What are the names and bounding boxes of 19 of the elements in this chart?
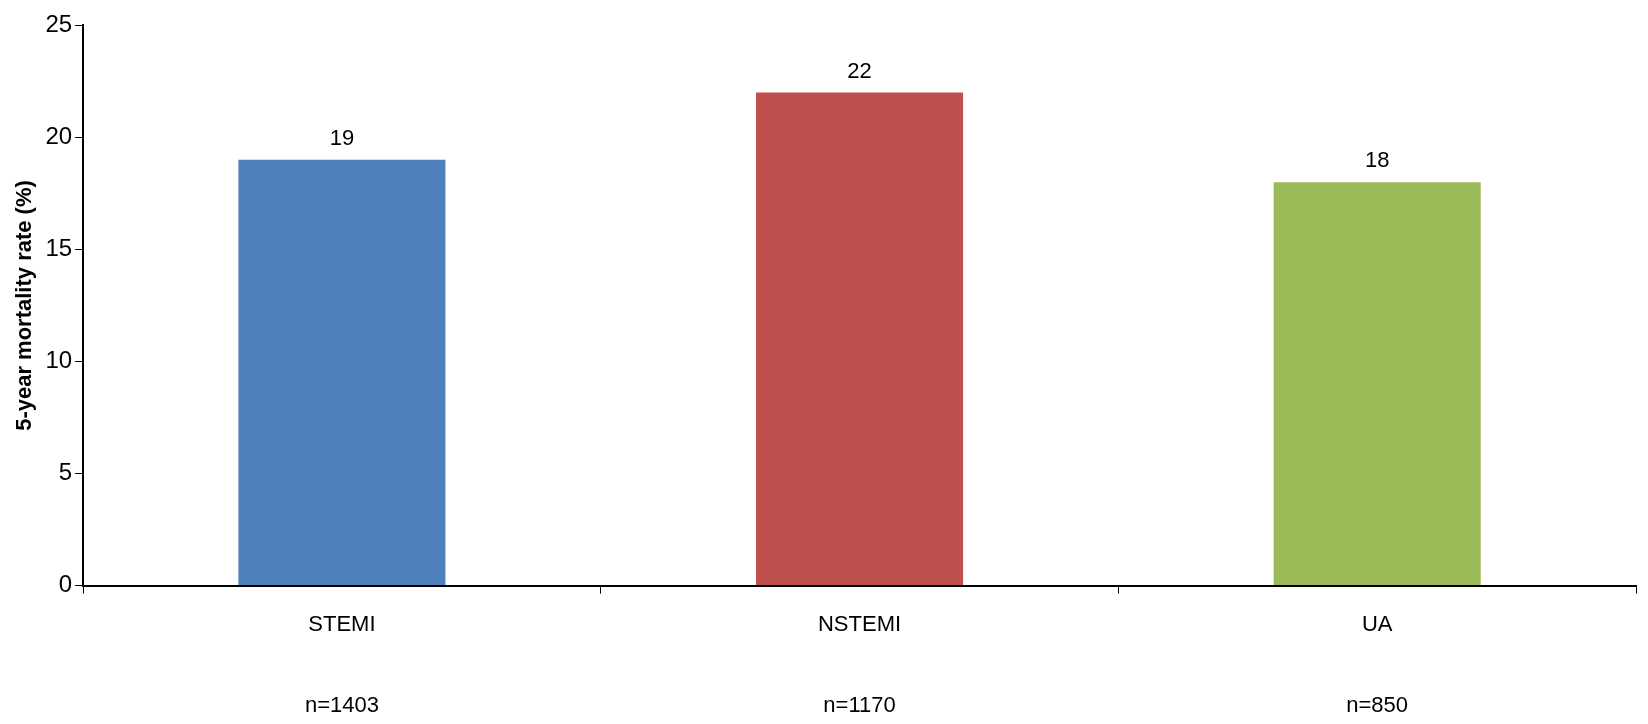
text: n=1170 <box>823 692 896 717</box>
x-tick-label: NSTEMI <box>817 610 902 636</box>
bar <box>238 159 446 586</box>
text: n=850 <box>1346 692 1409 717</box>
y-tick-label: 20 <box>45 122 73 150</box>
x-tick-label: STEMI <box>308 610 376 636</box>
bar <box>1273 182 1481 586</box>
y-tick-label: 15 <box>45 234 73 262</box>
y-axis-title: 5-year mortality rate (%) <box>11 180 37 431</box>
text: n=1403 <box>304 692 379 717</box>
data-label: 19 <box>329 124 355 150</box>
y-tick-label: 10 <box>45 346 73 374</box>
x-tick-label: UA <box>1361 610 1393 636</box>
data-label: 18 <box>1364 147 1390 173</box>
y-tick-label: 25 <box>45 10 73 38</box>
data-label: 22 <box>847 57 872 83</box>
y-tick-label: 0 <box>58 570 73 598</box>
bar <box>756 92 964 586</box>
y-tick-label: 5 <box>58 458 73 486</box>
